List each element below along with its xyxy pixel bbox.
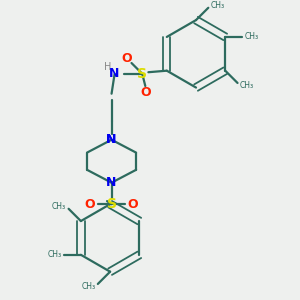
Text: O: O bbox=[122, 52, 132, 65]
Text: O: O bbox=[85, 198, 95, 211]
Text: CH₃: CH₃ bbox=[240, 81, 254, 90]
Text: CH₃: CH₃ bbox=[211, 1, 225, 10]
Text: CH₃: CH₃ bbox=[52, 202, 66, 211]
Text: O: O bbox=[140, 86, 151, 99]
Text: S: S bbox=[106, 197, 117, 211]
Text: H: H bbox=[104, 62, 112, 72]
Text: CH₃: CH₃ bbox=[47, 250, 61, 259]
Text: N: N bbox=[106, 176, 117, 189]
Text: CH₃: CH₃ bbox=[81, 282, 95, 291]
Text: O: O bbox=[128, 198, 138, 211]
Text: N: N bbox=[109, 67, 119, 80]
Text: S: S bbox=[137, 67, 147, 81]
Text: N: N bbox=[106, 133, 117, 146]
Text: CH₃: CH₃ bbox=[244, 32, 259, 41]
Text: N: N bbox=[106, 133, 117, 146]
